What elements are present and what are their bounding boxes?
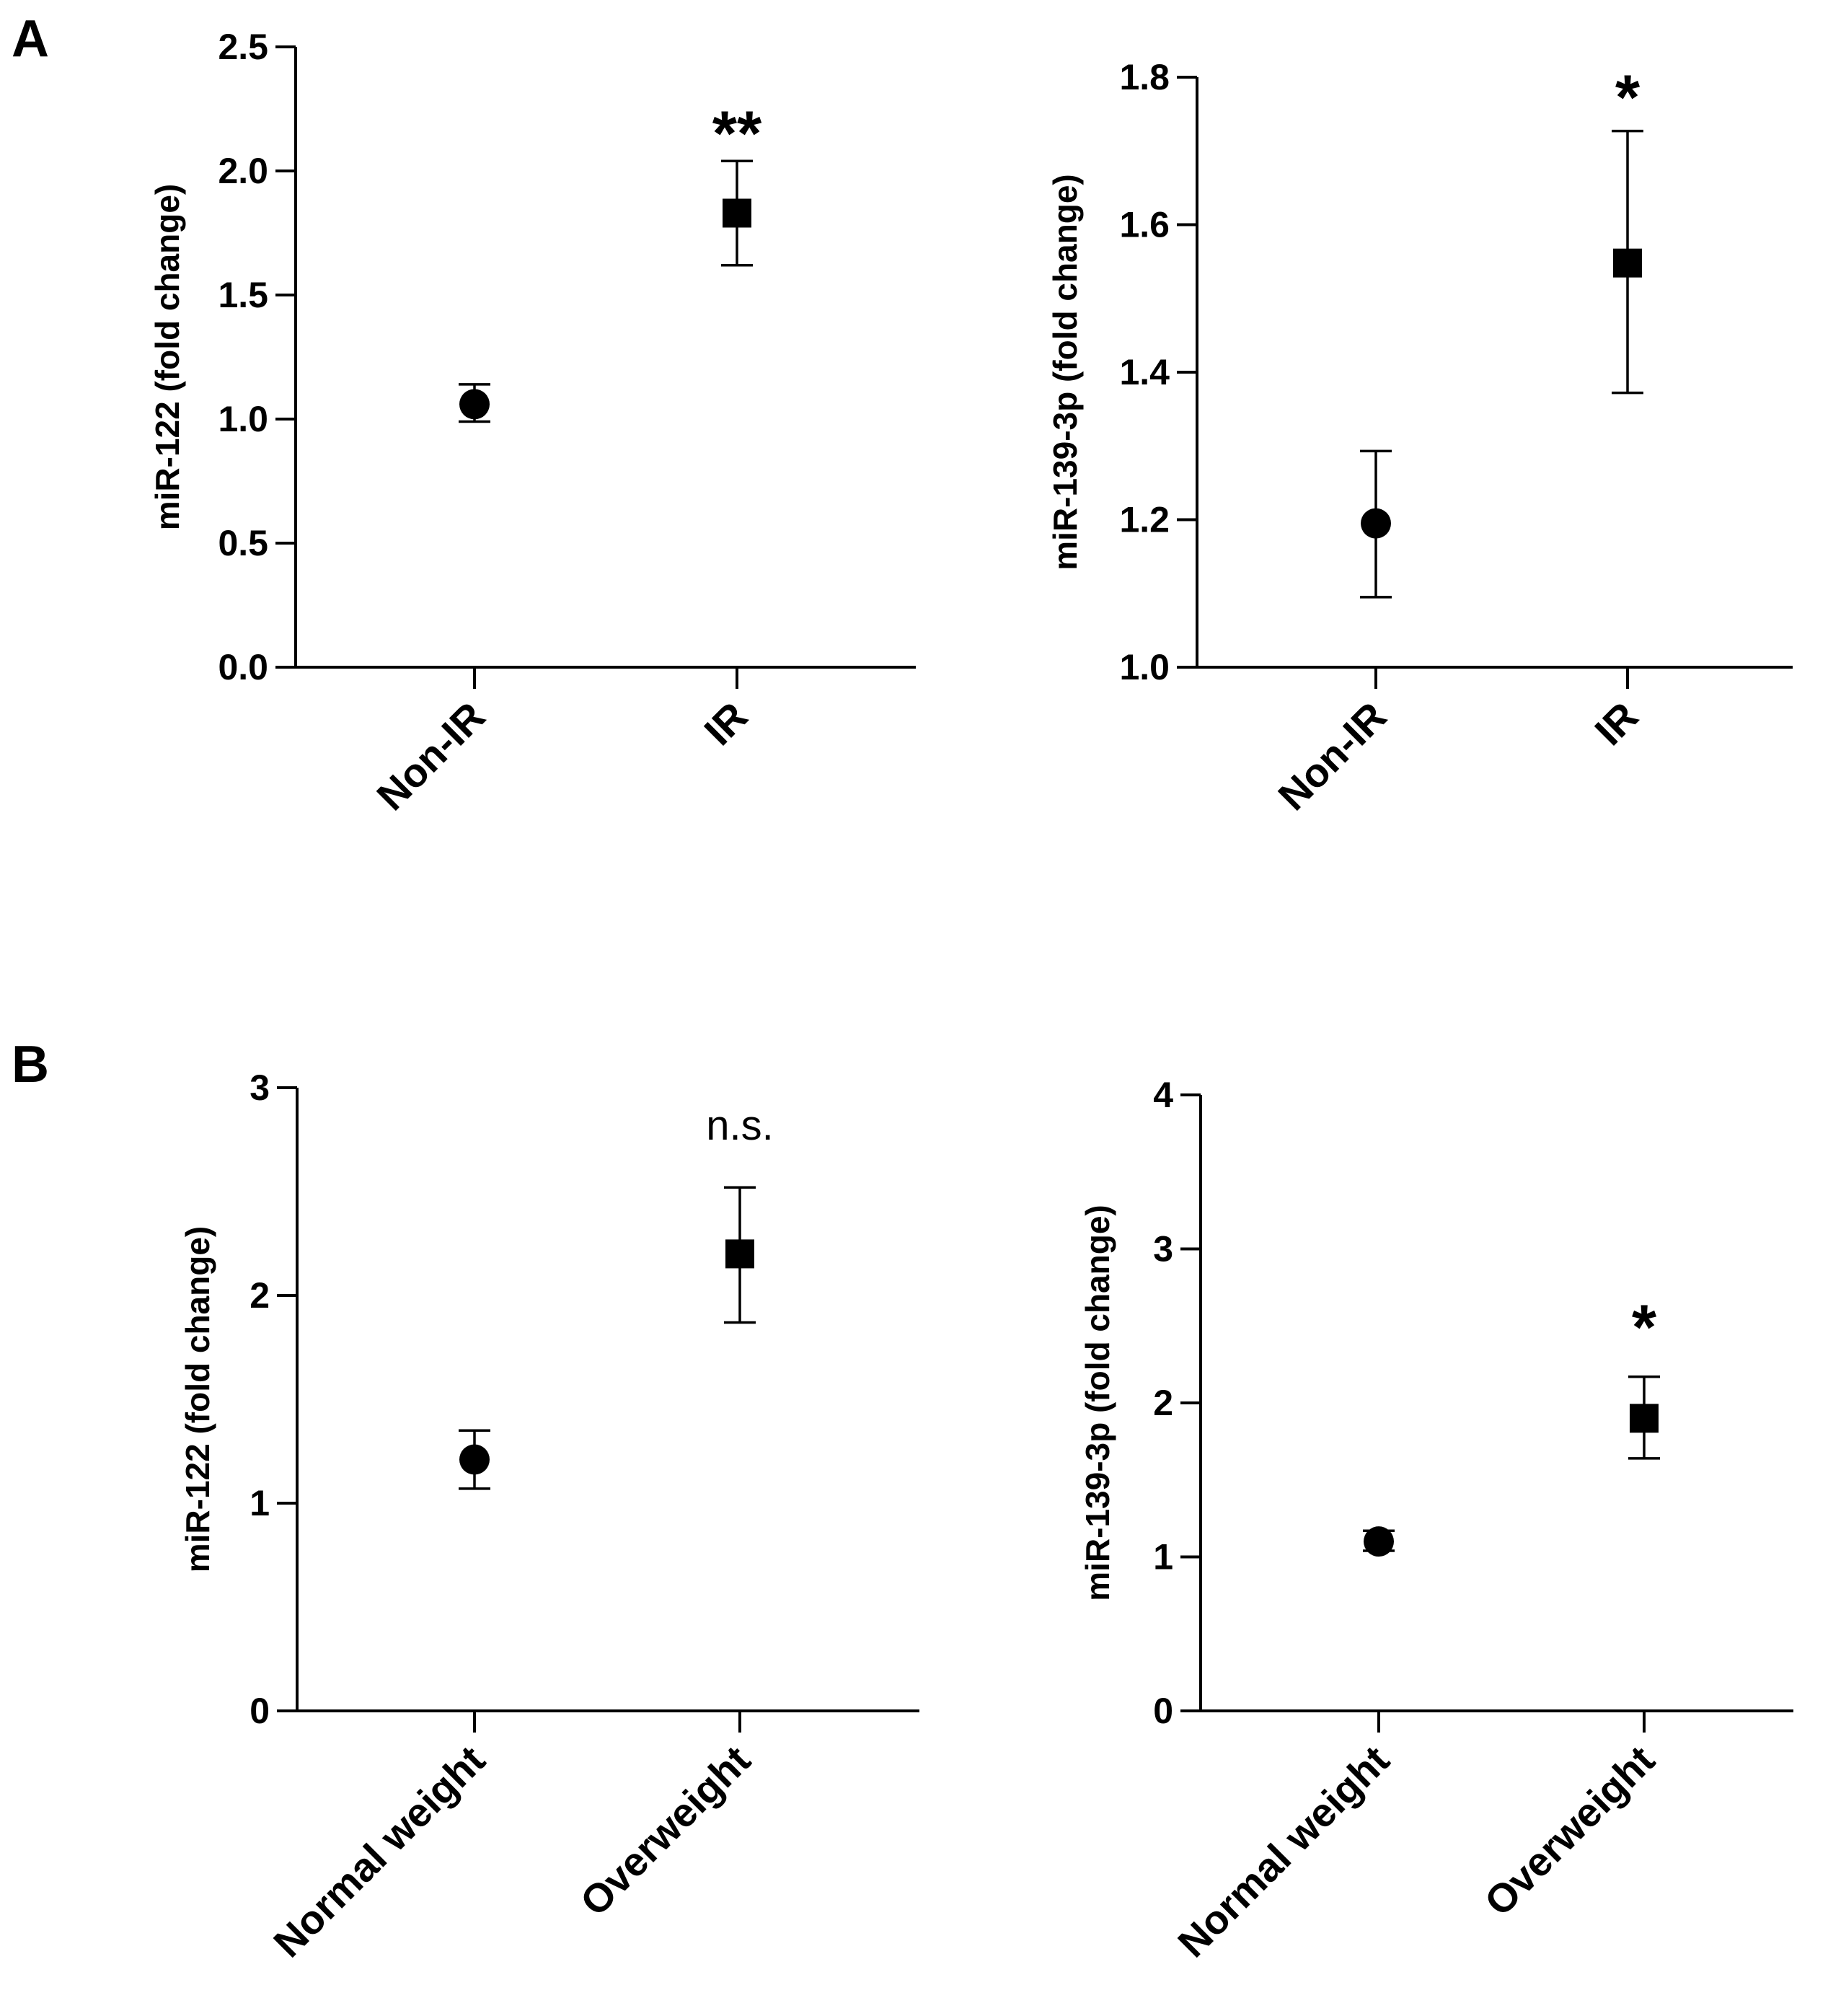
x-category-label: Overweight [1475, 1737, 1663, 1924]
y-tick-label: 0 [1153, 1691, 1173, 1731]
x-category-label: Normal weight [1169, 1737, 1398, 1966]
chart-b-mir-139-3p: 0 1 2 3 4 miR-139-3p (fold change) Normal weig… [1079, 1075, 1793, 1966]
panel-label-b: B [12, 1036, 49, 1093]
significance-label: * [1632, 1291, 1657, 1363]
data-point-square [725, 1239, 754, 1269]
y-tick-label: 1.0 [218, 399, 268, 439]
y-tick-label: 1.0 [1119, 647, 1170, 687]
x-category-label: IR [1586, 693, 1646, 754]
y-tick-label: 1.4 [1119, 352, 1170, 392]
data-point-circle [1361, 508, 1391, 539]
significance-label: ** [712, 97, 762, 169]
y-tick-label: 1 [1153, 1537, 1173, 1577]
y-tick-label: 0.0 [218, 647, 268, 687]
y-tick-label: 1.5 [218, 275, 268, 315]
significance-label: * [1615, 61, 1641, 133]
y-tick-label: 4 [1153, 1075, 1173, 1115]
y-tick-label: 2.5 [218, 27, 268, 67]
x-category-label: IR [695, 693, 756, 754]
y-tick-label: 1 [250, 1483, 270, 1523]
y-axis-title: miR-139-3p (fold change) [1079, 1205, 1116, 1601]
y-tick-label: 1.8 [1119, 57, 1170, 97]
y-tick-label: 3 [1153, 1229, 1173, 1269]
x-category-label: Non-IR [368, 693, 493, 819]
data-point-square [1630, 1404, 1659, 1433]
data-point-circle [459, 1444, 490, 1475]
panel-label-a: A [12, 10, 49, 68]
data-point-circle [459, 389, 490, 420]
y-tick-label: 0.5 [218, 523, 268, 563]
y-tick-label: 0 [250, 1691, 270, 1731]
x-category-label: Overweight [571, 1737, 759, 1924]
y-tick-label: 2 [250, 1275, 270, 1316]
y-axis-title: miR-122 (fold change) [179, 1226, 216, 1573]
significance-label: n.s. [706, 1102, 774, 1149]
y-tick-label: 2 [1153, 1383, 1173, 1423]
x-category-label: Normal weight [265, 1737, 493, 1966]
x-category-label: Non-IR [1269, 693, 1395, 819]
chart-a-mir-122: 0.0 0.5 1.0 1.5 2.0 2.5 miR-122 (fold change) N… [149, 27, 916, 819]
y-axis-title: miR-139-3p (fold change) [1046, 174, 1084, 571]
data-point-square [1613, 248, 1642, 278]
data-point-square [723, 198, 751, 228]
y-tick-label: 2.0 [218, 151, 268, 191]
y-tick-label: 1.6 [1119, 205, 1170, 245]
data-point-circle [1364, 1526, 1394, 1557]
chart-a-mir-139-3p: 1.0 1.2 1.4 1.6 1.8 miR-139-3p (fold change) N… [1046, 57, 1793, 819]
y-tick-label: 3 [250, 1068, 270, 1108]
y-tick-label: 1.2 [1119, 500, 1170, 540]
chart-b-mir-122: 0 1 2 3 miR-122 (fold change) Normal weight Ov… [179, 1068, 919, 1966]
y-axis-title: miR-122 (fold change) [149, 184, 186, 531]
